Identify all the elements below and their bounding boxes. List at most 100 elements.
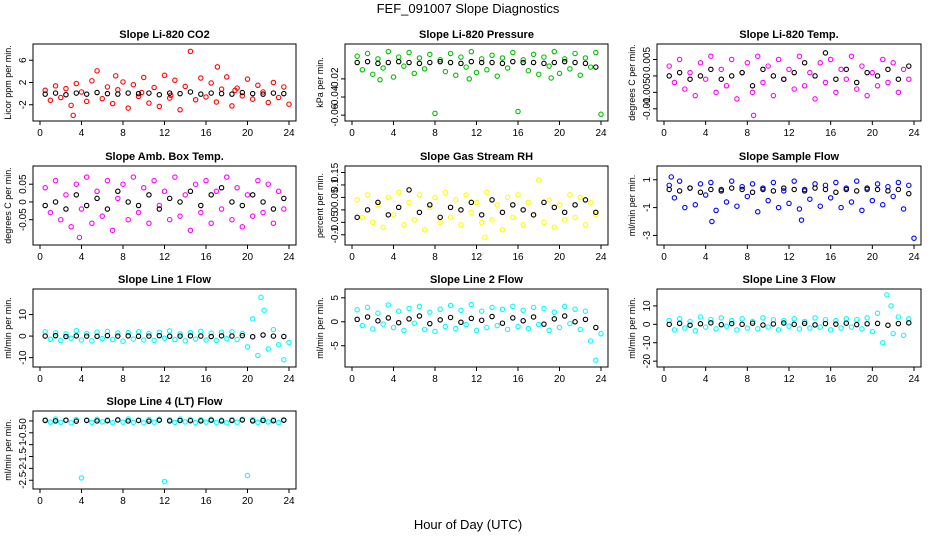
avg-point bbox=[791, 321, 797, 328]
avg-point bbox=[489, 59, 495, 66]
avg-point bbox=[83, 333, 90, 339]
avg-point bbox=[728, 320, 735, 327]
data-point bbox=[874, 181, 881, 187]
avg-point bbox=[146, 192, 152, 198]
data-point bbox=[482, 234, 488, 241]
data-point bbox=[530, 304, 537, 311]
data-point bbox=[109, 419, 116, 426]
avg-point bbox=[530, 59, 537, 66]
avg-point bbox=[249, 418, 256, 424]
x-tick-label: 8 bbox=[120, 374, 126, 385]
data-point bbox=[104, 84, 111, 90]
data-point bbox=[161, 188, 168, 195]
avg-point bbox=[177, 199, 183, 205]
data-point bbox=[885, 79, 891, 86]
avg-point bbox=[541, 60, 547, 67]
data-point bbox=[172, 419, 178, 426]
data-point bbox=[109, 336, 116, 343]
data-point bbox=[187, 329, 194, 336]
x-tick-label: 24 bbox=[283, 496, 295, 507]
data-point bbox=[692, 328, 698, 334]
panel-3: Slope Li-820 Temp. 0 4 8 12 16 20 24 -0.01-0.005… bbox=[627, 29, 922, 139]
data-point bbox=[754, 326, 761, 332]
x-tick-label: 8 bbox=[745, 252, 751, 263]
avg-point bbox=[115, 333, 121, 339]
data-point bbox=[375, 56, 381, 62]
data-point bbox=[156, 202, 163, 209]
avg-point bbox=[822, 50, 829, 56]
avg-point bbox=[146, 90, 152, 96]
data-point bbox=[395, 308, 402, 314]
avg-point bbox=[510, 202, 516, 208]
data-point bbox=[510, 303, 516, 310]
x-tick-label: 16 bbox=[200, 496, 212, 507]
avg-point bbox=[385, 315, 392, 321]
data-point bbox=[109, 227, 116, 234]
data-point bbox=[359, 322, 366, 329]
y-tick-label: 0 bbox=[18, 418, 29, 424]
data-point bbox=[208, 80, 214, 86]
avg-point bbox=[478, 212, 485, 218]
data-point bbox=[406, 49, 412, 56]
data-point bbox=[68, 102, 74, 109]
data-point bbox=[843, 76, 850, 82]
avg-point bbox=[843, 186, 850, 193]
data-point bbox=[135, 93, 142, 100]
data-point bbox=[166, 328, 173, 334]
avg-point bbox=[416, 209, 423, 216]
avg-point bbox=[104, 206, 111, 212]
avg-point bbox=[177, 90, 183, 97]
avg-point bbox=[364, 58, 371, 65]
data-point bbox=[494, 202, 500, 208]
avg-point bbox=[760, 66, 766, 73]
data-point bbox=[411, 70, 417, 77]
data-point bbox=[463, 64, 469, 70]
data-point bbox=[234, 185, 240, 191]
data-point bbox=[83, 98, 90, 105]
avg-point bbox=[94, 333, 100, 340]
data-point bbox=[682, 325, 688, 331]
avg-point bbox=[125, 199, 131, 205]
x-tick-label: 4 bbox=[79, 496, 85, 507]
data-point bbox=[198, 75, 204, 81]
x-tick-label: 16 bbox=[512, 128, 524, 139]
x-tick-label: 24 bbox=[908, 128, 920, 139]
data-point bbox=[484, 189, 490, 196]
panel-4: Slope Amb. Box Temp. 0 4 8 12 16 20 24 -0.05 0 0.0… bbox=[3, 151, 297, 263]
avg-point bbox=[375, 199, 381, 206]
avg-point bbox=[177, 417, 183, 424]
data-point bbox=[520, 222, 526, 228]
avg-point bbox=[281, 417, 287, 423]
data-point bbox=[525, 67, 532, 74]
data-point bbox=[364, 50, 371, 57]
data-point bbox=[249, 96, 256, 102]
avg-point bbox=[864, 185, 870, 191]
x-tick-label: 20 bbox=[867, 252, 879, 263]
avg-point bbox=[697, 73, 704, 79]
data-point bbox=[390, 74, 397, 80]
avg-point bbox=[906, 63, 912, 69]
plot-frame bbox=[344, 165, 609, 246]
panel-title: Slope Sample Flow bbox=[739, 151, 840, 163]
avg-point bbox=[593, 324, 599, 331]
panel-title: Slope Line 2 Flow bbox=[430, 274, 523, 286]
avg-point bbox=[135, 202, 142, 209]
x-tick-label: 4 bbox=[79, 128, 85, 139]
data-point bbox=[520, 307, 526, 314]
x-tick-label: 8 bbox=[120, 496, 126, 507]
avg-point bbox=[395, 319, 402, 326]
panel-1: Slope Li-820 CO2 0 4 8 12 16 20 24 -2 2 6 Licor ppm… bbox=[3, 29, 297, 139]
data-point bbox=[692, 202, 698, 208]
avg-point bbox=[853, 321, 860, 328]
data-point bbox=[427, 204, 433, 211]
avg-point bbox=[135, 333, 142, 340]
avg-point bbox=[499, 320, 506, 326]
data-point bbox=[99, 419, 106, 425]
avg-point bbox=[198, 91, 204, 97]
avg-point bbox=[822, 320, 829, 327]
data-point bbox=[796, 53, 803, 59]
avg-point bbox=[801, 320, 808, 327]
data-point bbox=[848, 324, 855, 330]
avg-point bbox=[874, 186, 881, 193]
x-tick-label: 8 bbox=[745, 374, 751, 385]
